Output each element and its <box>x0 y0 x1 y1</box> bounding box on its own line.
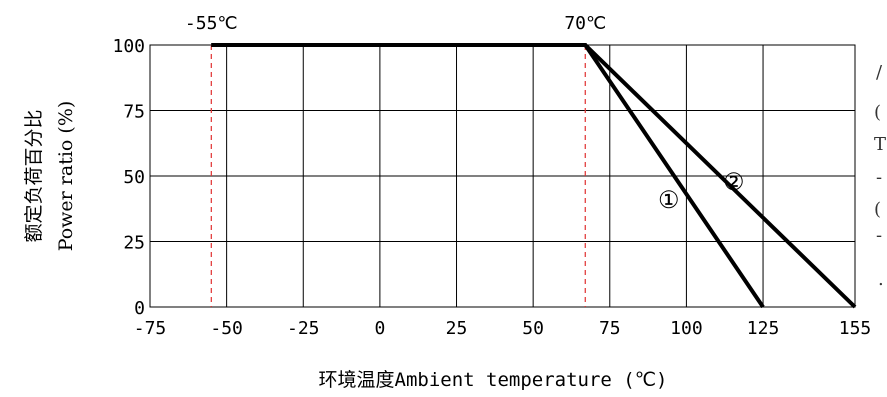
x-tick-label: 125 <box>747 318 780 339</box>
y-axis-label-cn: 额定负荷百分比 <box>23 109 45 242</box>
x-tick-label: 100 <box>670 318 703 339</box>
x-tick-label: -75 <box>134 318 167 339</box>
y-tick-label: 25 <box>123 233 145 254</box>
temperature-marker-label: 70℃ <box>564 13 606 34</box>
edge-fragment: - <box>876 225 882 246</box>
edge-fragment: . <box>878 269 884 290</box>
right-edge-fragments: / ( T - ( - . <box>874 62 886 290</box>
series-line <box>211 43 857 309</box>
y-tick-label: 100 <box>112 36 145 57</box>
y-tick-label: 75 <box>123 102 145 123</box>
series-lines <box>211 43 857 309</box>
y-ticks: 0 25 50 75 100 <box>112 36 145 319</box>
x-tick-label: 155 <box>839 318 872 339</box>
x-tick-label: -50 <box>210 318 243 339</box>
x-axis-label: 环境温度Ambient temperature (℃) <box>319 369 668 391</box>
x-tick-label: -25 <box>287 318 320 339</box>
edge-fragment: T <box>874 134 886 155</box>
y-tick-label: 0 <box>134 298 145 319</box>
x-tick-label: 25 <box>446 318 468 339</box>
edge-fragment: ( <box>874 199 881 220</box>
x-ticks: -75 -50 -25 0 25 50 75 100 125 155 <box>134 318 872 339</box>
edge-fragment: - <box>876 167 882 188</box>
temperature-markers: -55℃ 70℃ <box>185 13 606 307</box>
edge-fragment: ( <box>874 102 881 123</box>
x-tick-label: 0 <box>374 318 385 339</box>
grid <box>150 45 855 307</box>
edge-fragment: / <box>876 62 883 83</box>
curve-label-2: ② <box>723 168 745 196</box>
x-tick-label: 75 <box>599 318 621 339</box>
y-tick-label: 50 <box>123 167 145 188</box>
temperature-marker-label: -55℃ <box>185 13 238 34</box>
curve-label-1: ① <box>658 186 680 214</box>
x-tick-label: 50 <box>522 318 544 339</box>
y-axis-label-en: Power ratio (%) <box>55 101 77 252</box>
